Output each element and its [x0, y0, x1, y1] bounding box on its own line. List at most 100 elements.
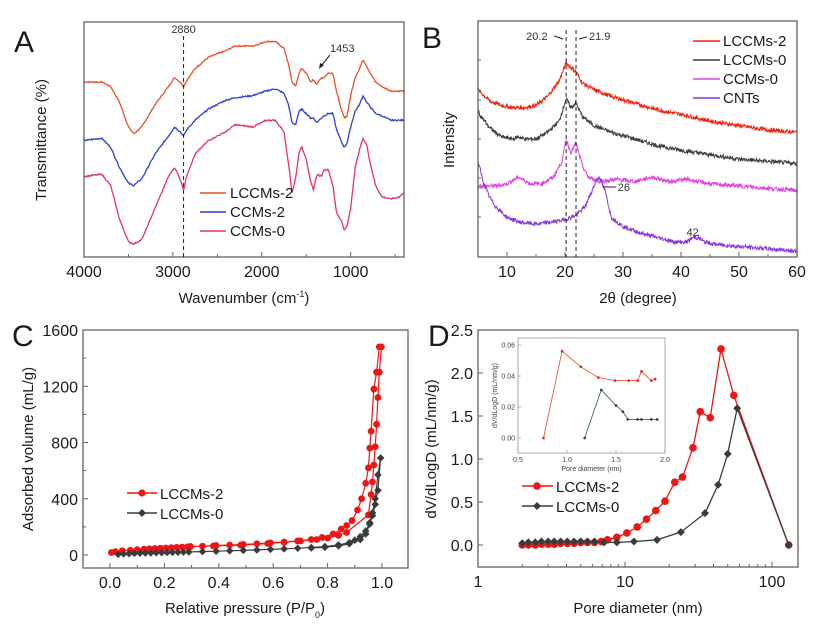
data-point	[130, 549, 139, 558]
data-point	[114, 550, 122, 559]
panel-letter-d: D	[428, 320, 450, 353]
data-point	[583, 537, 592, 546]
x-tick-label: 10	[616, 574, 634, 591]
x-tick-label: 1000	[333, 264, 369, 281]
data-point	[370, 461, 378, 469]
data-point	[369, 478, 376, 486]
data-point	[198, 547, 207, 556]
inset-data-point	[649, 418, 653, 421]
panel-d: D 1 10 100 0.0 0.5 1.0 1.5 2.0 2.5 Pore diameter…	[423, 320, 799, 617]
data-point	[717, 345, 725, 353]
data-point	[212, 547, 220, 556]
data-point	[163, 548, 171, 557]
inset-y-tick-label: 0.04	[501, 374, 515, 381]
series-line-lccms-0	[118, 457, 382, 555]
data-point	[343, 522, 351, 529]
y-tick-label: 0.0	[451, 538, 473, 555]
data-point	[612, 538, 621, 547]
panel-d-plot-area	[518, 345, 793, 549]
arrow-head-icon	[319, 63, 324, 69]
x-tick-label: 30	[614, 264, 632, 281]
x-tick-label: 50	[730, 264, 748, 281]
data-point	[374, 486, 382, 495]
data-point	[371, 494, 379, 503]
data-point	[374, 394, 382, 401]
panel-c-axes: 0.0 0.2 0.4 0.6 0.8 1.0 0 400 800 1200 1600	[42, 323, 393, 592]
data-point	[318, 534, 326, 541]
data-point	[362, 479, 370, 487]
inset-data-point	[614, 404, 618, 407]
x-tick-label: 0.6	[262, 575, 284, 592]
data-point	[367, 427, 375, 435]
data-point	[613, 533, 621, 542]
data-point	[280, 545, 288, 553]
data-point	[152, 548, 161, 557]
annotation-label: 42	[686, 227, 698, 239]
panel-b: B 10 20 30 40 50 60 2θ (degree) Intensity LCC…	[422, 20, 806, 307]
y-tick-label: 2.5	[451, 323, 473, 340]
data-point	[307, 536, 315, 543]
legend-marker	[138, 509, 146, 517]
data-point	[378, 343, 385, 351]
panel-a-plot-area	[83, 40, 405, 246]
annotation-label: 21.9	[589, 31, 610, 43]
inset-y-tick-label: 0.00	[501, 436, 515, 443]
data-point	[348, 517, 356, 524]
data-point	[239, 546, 248, 555]
inset-x-tick-label: 2.0	[660, 457, 670, 464]
panel-c-y-axis-label: Adsorbed volume (mL/g)	[20, 367, 37, 531]
data-point	[524, 538, 533, 547]
x-tick-label: 1	[474, 574, 483, 591]
x-tick-label: 4000	[66, 264, 102, 281]
x-tick-label: 0.2	[153, 575, 175, 592]
y-tick-label: 0.5	[451, 495, 473, 512]
legend-marker	[533, 502, 541, 510]
legend-label: LCCMs-2	[230, 185, 293, 202]
data-point	[371, 443, 379, 451]
data-point	[642, 515, 651, 523]
panel-a-annotations: 2880 1453	[171, 24, 354, 257]
y-tick-label: 1600	[42, 323, 78, 340]
panel-b-y-axis-label: Intensity	[441, 112, 458, 168]
data-point	[354, 506, 361, 514]
data-point	[367, 491, 375, 498]
data-point	[280, 538, 288, 546]
data-point	[157, 548, 166, 557]
panel-b-annotations: 20.2 21.9 26 42	[526, 30, 699, 257]
inset-data-point	[597, 376, 600, 379]
legend-marker	[138, 489, 146, 497]
inset-data-point	[583, 436, 586, 440]
data-point	[361, 530, 370, 538]
y-tick-label: 0	[69, 548, 78, 565]
inset-y-tick-label: 0.02	[501, 405, 515, 412]
legend-marker	[533, 482, 541, 490]
annotation-arrow	[320, 54, 331, 67]
panel-a-y-axis-label: Transmittance (%)	[33, 79, 50, 201]
panel-letter-b: B	[422, 22, 442, 55]
annotation-arrow	[578, 36, 588, 40]
panel-a: A 4000 3000 2000 1000 Wavenumber (cm-1) Tra…	[14, 21, 405, 307]
data-point	[633, 523, 641, 531]
data-point	[199, 542, 206, 550]
y-tick-label: 1200	[42, 379, 78, 396]
data-point	[147, 549, 155, 557]
data-point	[335, 531, 342, 539]
inset-data-point	[579, 365, 583, 369]
annotation-arrow	[554, 35, 564, 40]
panel-b-legend: LCCMs-2 LCCMs-0 CCMs-0 CNTs	[693, 33, 786, 107]
data-point	[570, 537, 579, 546]
series-line-lccms-0	[477, 97, 798, 167]
data-point	[376, 454, 385, 462]
data-point	[733, 404, 742, 413]
data-point	[661, 497, 669, 505]
data-point	[321, 543, 329, 552]
data-point	[629, 537, 638, 546]
data-point	[253, 540, 261, 548]
data-point	[365, 464, 372, 472]
inset-data-point	[542, 436, 545, 440]
data-point	[373, 420, 380, 428]
y-tick-label: 1.5	[451, 409, 473, 426]
panel-d-y-axis-label: dV/dLogD (mL/nm/g)	[423, 379, 440, 518]
data-point	[356, 535, 365, 544]
